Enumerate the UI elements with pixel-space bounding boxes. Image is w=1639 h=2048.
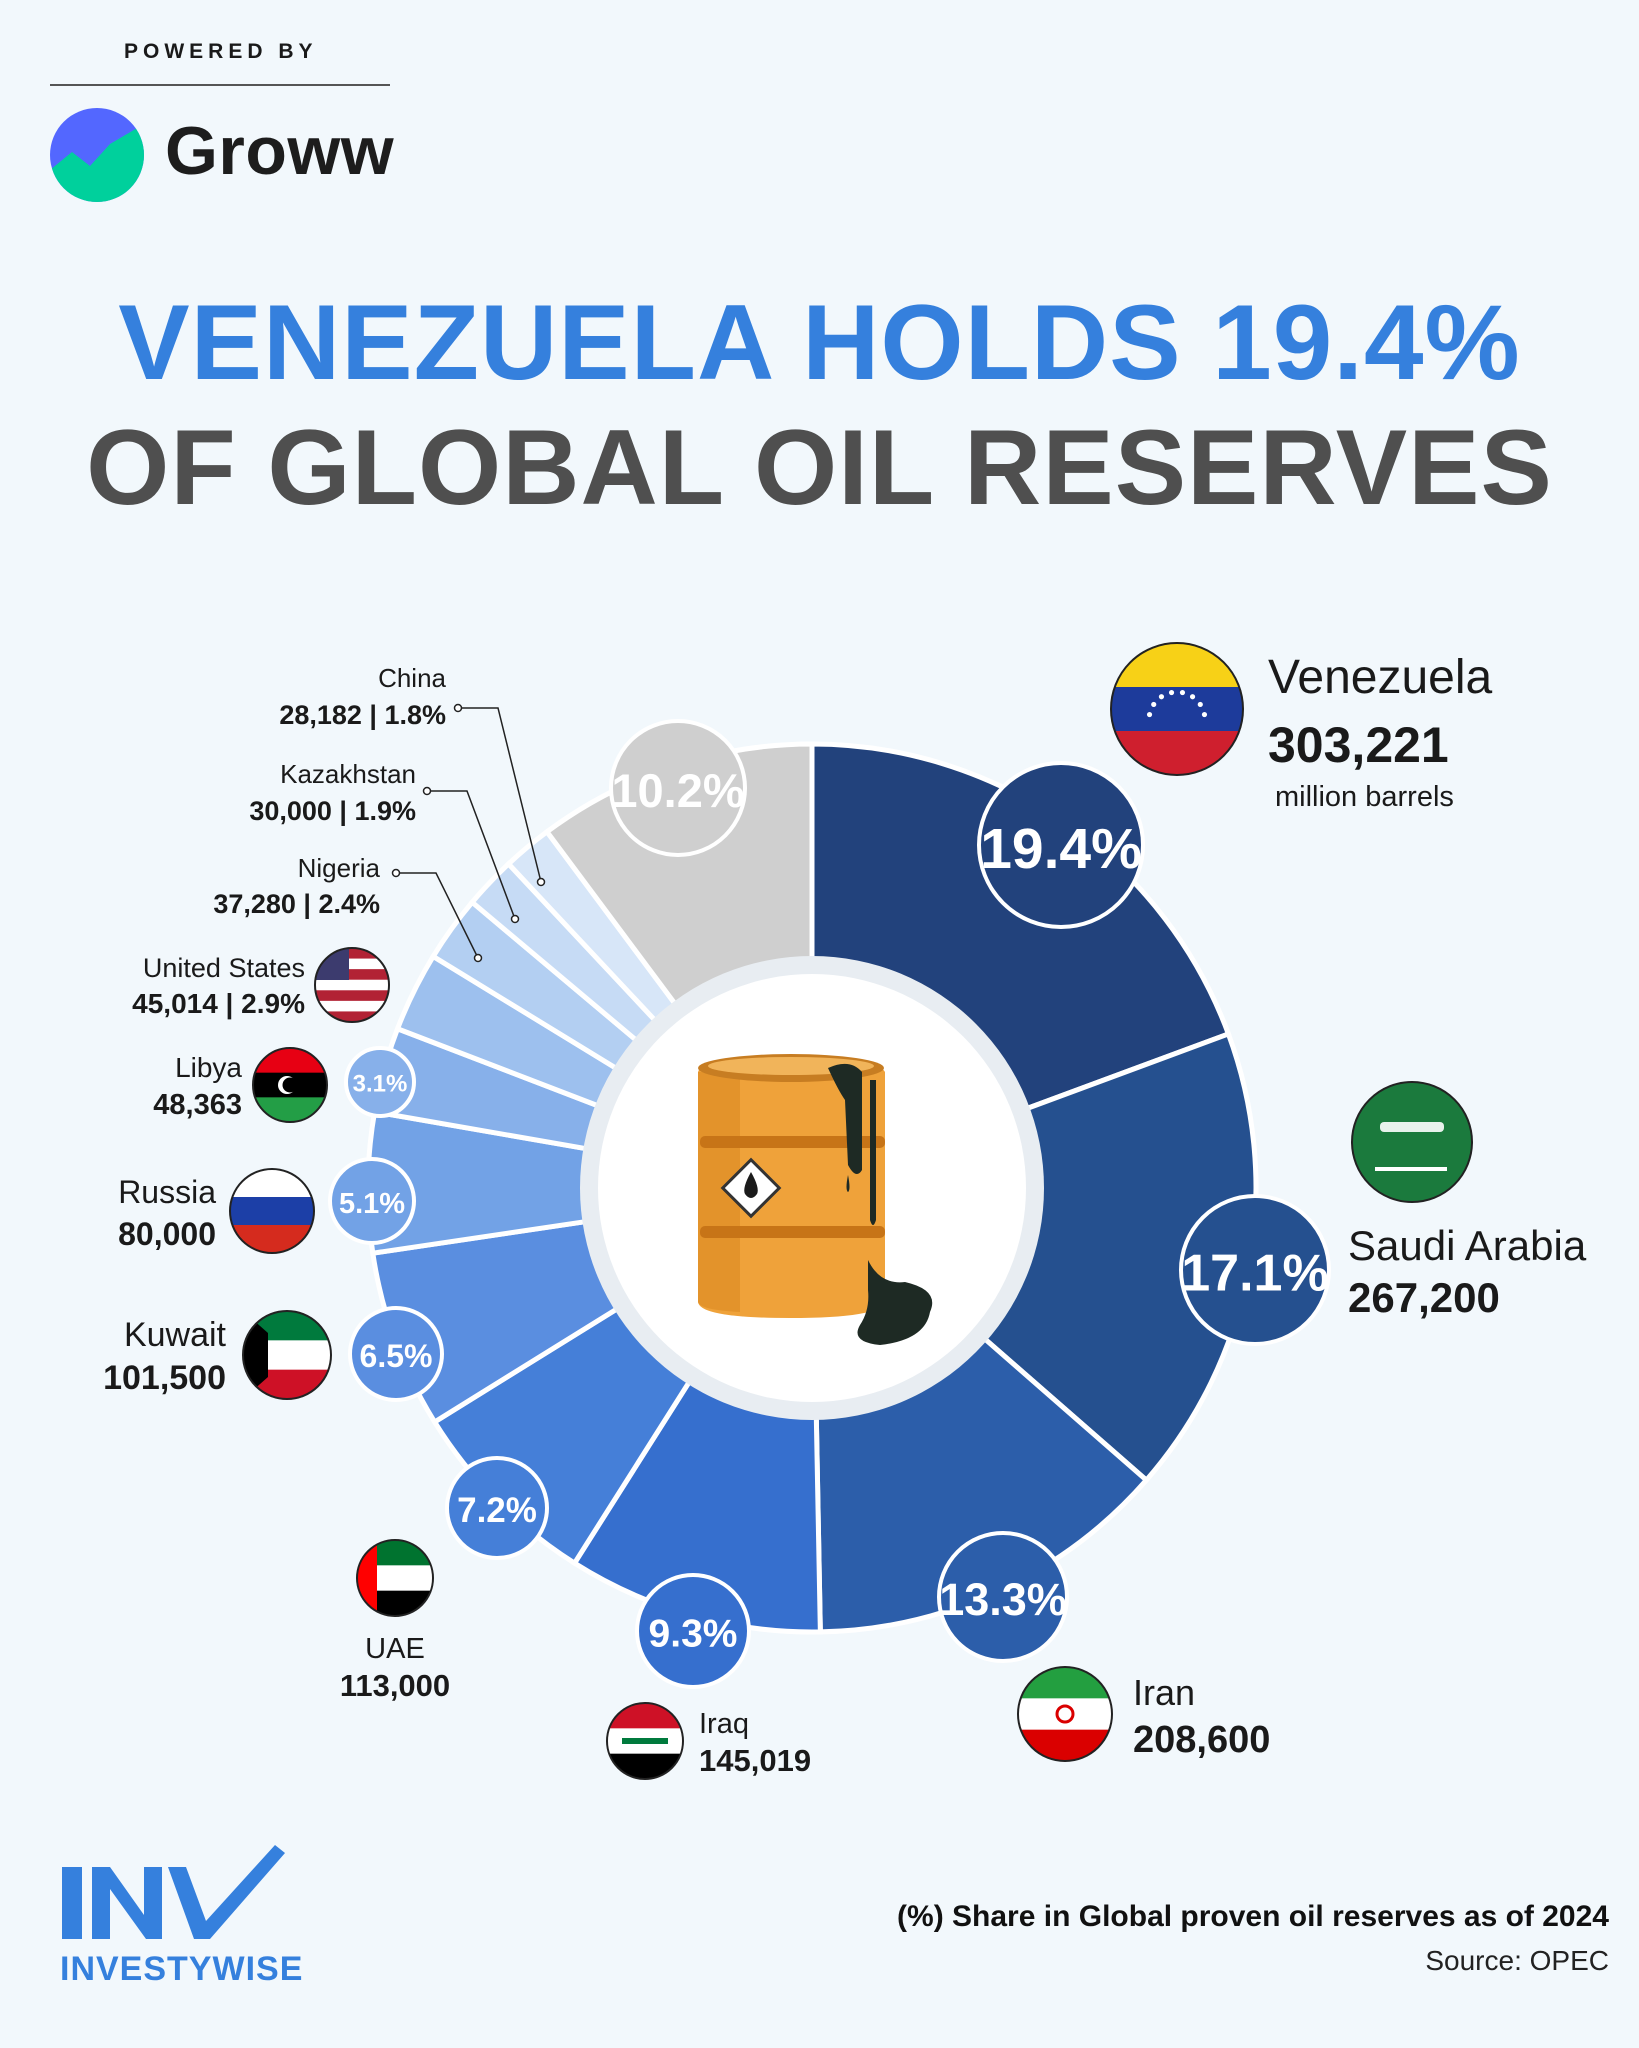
pct-bubble-russia <box>328 1157 416 1245</box>
label-name-saudi-arabia: Saudi Arabia <box>1348 1222 1587 1269</box>
saudi-arabia-flag-icon <box>1352 1082 1472 1202</box>
pct-bubble-others <box>609 719 747 857</box>
callout-dot-kazakhstan <box>422 786 432 796</box>
headline-line-2: OF GLOBAL OIL RESERVES <box>86 407 1553 527</box>
label-value-kazakhstan: 30,000 | 1.9% <box>249 796 416 826</box>
label-unit-venezuela: million barrels <box>1275 781 1454 813</box>
pct-label-russia: 5.1% <box>339 1188 405 1220</box>
pct-label-saudi-arabia: 17.1% <box>1181 1245 1328 1303</box>
pct-bubble-kuwait <box>348 1306 444 1402</box>
label-value-china: 28,182 | 1.8% <box>279 700 446 730</box>
label-name-china: China <box>378 663 446 693</box>
chart-footnote: (%) Share in Global proven oil reserves … <box>897 1900 1609 1933</box>
callout-dot-nigeria <box>391 868 401 878</box>
pct-bubble-iraq <box>635 1573 751 1689</box>
label-value-venezuela: 303,221 <box>1268 717 1449 773</box>
label-name-kuwait: Kuwait <box>124 1316 227 1354</box>
label-name-nigeria: Nigeria <box>298 853 381 883</box>
label-name-russia: Russia <box>118 1174 216 1210</box>
headline-line-1: VENEZUELA HOLDS 19.4% <box>118 282 1521 402</box>
label-value-russia: 80,000 <box>118 1216 216 1252</box>
label-value-uae: 113,000 <box>340 1668 450 1703</box>
label-name-venezuela: Venezuela <box>1268 651 1493 704</box>
label-name-kazakhstan: Kazakhstan <box>280 759 416 789</box>
divider <box>50 84 390 86</box>
label-name-uae: UAE <box>365 1633 425 1665</box>
publisher-name: INVESTYWISE <box>60 1950 304 1988</box>
pct-bubble-iran <box>937 1531 1069 1663</box>
label-name-united-states: United States <box>143 953 305 983</box>
pct-label-kuwait: 6.5% <box>360 1338 433 1374</box>
brand-name: Groww <box>165 113 395 189</box>
label-name-iran: Iran <box>1133 1672 1195 1713</box>
pct-label-others: 10.2% <box>611 764 744 817</box>
pct-bubble-venezuela <box>977 761 1145 929</box>
pct-label-uae: 7.2% <box>457 1491 537 1530</box>
callout-end-nigeria <box>473 953 483 963</box>
pct-label-venezuela: 19.4% <box>980 817 1142 881</box>
source-label: Source: OPEC <box>1425 1945 1609 1976</box>
callout-line-nigeria <box>396 872 479 959</box>
pct-label-iran: 13.3% <box>939 1574 1067 1625</box>
callout-end-kazakhstan <box>510 914 520 924</box>
pct-bubble-saudi-arabia <box>1179 1194 1331 1346</box>
label-value-libya: 48,363 <box>153 1089 242 1121</box>
investywise-logo-icon <box>62 1845 285 1939</box>
pct-label-iraq: 9.3% <box>649 1613 738 1656</box>
callout-line-kazakhstan <box>427 790 516 920</box>
callout-dot-china <box>453 703 463 713</box>
label-value-iran: 208,600 <box>1133 1719 1270 1761</box>
label-value-iraq: 145,019 <box>699 1743 811 1778</box>
groww-logo-icon <box>50 108 144 202</box>
label-value-united-states: 45,014 | 2.9% <box>132 988 305 1019</box>
label-value-saudi-arabia: 267,200 <box>1348 1274 1500 1321</box>
label-value-kuwait: 101,500 <box>103 1359 226 1397</box>
pct-label-libya: 3.1% <box>353 1071 408 1098</box>
oil-barrel-icon <box>698 1054 933 1345</box>
pct-bubble-uae <box>445 1456 549 1560</box>
pct-bubble-libya <box>344 1046 416 1118</box>
powered-by-label: POWERED BY <box>124 40 318 63</box>
callout-end-china <box>536 877 546 887</box>
label-name-iraq: Iraq <box>699 1708 749 1740</box>
callout-line-china <box>458 707 542 883</box>
label-name-libya: Libya <box>175 1052 242 1083</box>
label-value-nigeria: 37,280 | 2.4% <box>213 889 380 919</box>
